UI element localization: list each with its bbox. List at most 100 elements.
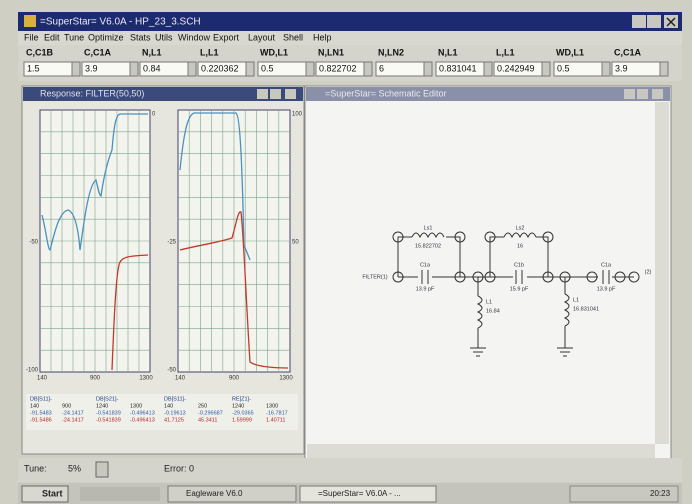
clock: 20:23	[650, 489, 671, 498]
table-header: DB[S21]-	[96, 396, 118, 402]
menu-item[interactable]: Stats	[130, 32, 151, 42]
menu-item[interactable]: Utils	[155, 32, 173, 42]
tune-value: 1.5	[27, 63, 40, 73]
tune-label: WD,L1	[260, 47, 288, 57]
tune-label: N,LN2	[378, 47, 404, 57]
menu-item[interactable]: Export	[213, 32, 240, 42]
table-cell: -0.296687	[198, 410, 223, 416]
c1-value: 13.9 pF	[416, 286, 435, 292]
tune-spinner[interactable]	[246, 62, 254, 76]
right-plot-bottom-label: -50	[167, 368, 176, 374]
menu-item[interactable]: Layout	[248, 32, 276, 42]
tune-value: 0.831041	[439, 63, 477, 73]
menu-item[interactable]: Edit	[44, 32, 60, 42]
tune-spinner[interactable]	[188, 62, 196, 76]
tune-value: 0.220362	[201, 63, 239, 73]
response-title: Response: FILTER(50,50)	[40, 88, 144, 98]
tune-spinner[interactable]	[364, 62, 372, 76]
status-bar	[18, 458, 682, 482]
x-axis-label: 1300	[139, 376, 153, 382]
tune-spinner[interactable]	[72, 62, 80, 76]
ls2-name: Ls2	[516, 225, 525, 231]
tune-value: 0.242949	[497, 63, 535, 73]
ls1-value: 15.822702	[415, 243, 441, 249]
schematic-maximize[interactable]	[637, 89, 648, 99]
c2-value: 15.9 pF	[510, 286, 529, 292]
table-header: RE[Z1]-	[232, 396, 251, 402]
schematic-minimize[interactable]	[624, 89, 635, 99]
response-close[interactable]	[285, 89, 296, 99]
quick-launch[interactable]	[80, 487, 160, 501]
task-label: =SuperStar= V6.0A - ...	[318, 489, 401, 498]
tune-label: C,C1A	[614, 47, 642, 57]
tune-value: 6	[379, 63, 384, 73]
x-axis-label: 140	[175, 376, 186, 382]
tune-label: WD,L1	[556, 47, 584, 57]
tune-spinner[interactable]	[660, 62, 668, 76]
port-in-label: FILTER(1)	[362, 274, 387, 280]
tune-label: C,C1B	[26, 47, 54, 57]
table-cell: -0.496413	[130, 417, 155, 423]
right-plot-right-mid-label: 50	[292, 240, 299, 246]
tune-spinner[interactable]	[602, 62, 610, 76]
x-axis-label: 900	[229, 376, 240, 382]
tune-spinner[interactable]	[306, 62, 314, 76]
table-cell: -29.0365	[232, 410, 254, 416]
table-freq: 1240	[96, 403, 108, 409]
port-out-label: (2)	[645, 269, 652, 275]
l1-name: L1	[486, 299, 492, 305]
tune-label: C,C1A	[84, 47, 112, 57]
x-axis-label: 1300	[279, 376, 293, 382]
horizontal-scrollbar[interactable]	[307, 444, 655, 458]
tune-label: L,L1	[496, 47, 515, 57]
response-maximize[interactable]	[270, 89, 281, 99]
x-axis-label: 140	[37, 376, 48, 382]
c3-name: C1a	[601, 262, 612, 268]
schematic-close[interactable]	[652, 89, 663, 99]
screen: =SuperStar= V6.0A - HP_23_3.SCH File Edit…	[0, 0, 692, 504]
left-plot-mid-label: -50	[29, 240, 38, 246]
l2-name: L1	[573, 297, 579, 303]
tune-spinner[interactable]	[130, 62, 138, 76]
tune-value: 0.822702	[319, 63, 357, 73]
menu-item[interactable]: Shell	[283, 32, 303, 42]
vertical-scrollbar[interactable]	[655, 102, 669, 444]
tune-value: 0.84	[143, 63, 161, 73]
tune-spinner[interactable]	[484, 62, 492, 76]
tune-spinner[interactable]	[96, 462, 108, 477]
table-cell: -0.496413	[130, 410, 155, 416]
window-controls[interactable]	[632, 15, 678, 28]
error-text: Error: 0	[164, 463, 194, 473]
tune-label: N,LN1	[318, 47, 344, 57]
tune-value: 5%	[68, 463, 81, 473]
tune-spinner[interactable]	[424, 62, 432, 76]
table-freq: 140	[164, 403, 173, 409]
menu-item[interactable]: Optimize	[88, 32, 124, 42]
left-plot-bottom-label: -100	[26, 368, 39, 374]
table-freq: 1300	[130, 403, 142, 409]
window-title: =SuperStar= V6.0A - HP_23_3.SCH	[40, 17, 201, 28]
maximize-button[interactable]	[647, 15, 661, 28]
table-cell: -91.5486	[30, 417, 52, 423]
schematic-title: =SuperStar= Schematic Editor	[325, 88, 447, 98]
l1-value: 16.84	[486, 308, 500, 314]
menu-item[interactable]: File	[24, 32, 39, 42]
schematic-window	[305, 86, 671, 460]
tune-value: 3.9	[615, 63, 628, 73]
table-cell: 1.40711	[266, 417, 285, 423]
ls2-value: 16	[517, 243, 523, 249]
task-label: Eagleware V6.0	[186, 489, 243, 498]
menu-item[interactable]: Help	[313, 32, 332, 42]
table-freq: 250	[198, 403, 207, 409]
table-cell: -0.19613	[164, 410, 186, 416]
minimize-button[interactable]	[632, 15, 646, 28]
table-cell: -91.5483	[30, 410, 52, 416]
table-cell: -24.1417	[62, 410, 84, 416]
tune-label: L,L1	[200, 47, 219, 57]
response-minimize[interactable]	[257, 89, 268, 99]
menu-item[interactable]: Tune	[64, 32, 84, 42]
tune-value: 0.5	[261, 63, 274, 73]
menu-item[interactable]: Window	[178, 32, 211, 42]
tune-spinner[interactable]	[542, 62, 550, 76]
table-freq: 1300	[266, 403, 278, 409]
